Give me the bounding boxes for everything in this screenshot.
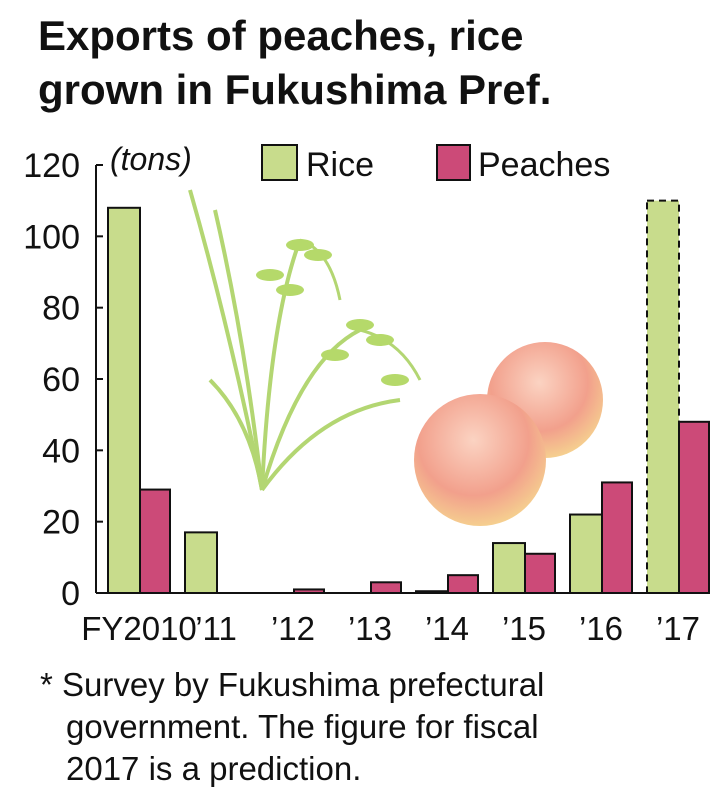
legend-label: Rice [306,146,374,184]
bar [569,513,603,594]
x-tick-label: ’11 [195,610,237,647]
rice-grains [256,239,409,386]
x-tick-label: FY2010 [81,610,197,647]
y-tick-label: 100 [23,218,80,256]
bar [184,531,218,594]
x-tick-label: ’17 [656,610,700,647]
note: * Survey by Fukushima prefectural [40,666,544,703]
bar [678,420,710,594]
y-tick-label: 120 [23,147,80,185]
bar [492,542,526,594]
x-tick-label: ’15 [502,610,546,647]
bar [139,488,171,595]
bar [447,574,479,595]
x-tick-label: ’13 [348,610,392,647]
x-tick-label: ’12 [271,610,315,647]
legend-swatch [261,144,298,181]
rice-illustration [188,189,422,492]
bar [524,552,556,594]
y-tick-label: 40 [42,432,80,470]
unit-label: (tons) [110,141,192,177]
x-tick-label: ’14 [425,610,469,647]
y-tick-label: 60 [42,361,80,399]
x-tick-label: ’16 [579,610,623,647]
y-tick-label: 80 [42,290,80,328]
y-tick-label: 0 [61,575,80,613]
bar [107,206,141,595]
legend-swatch [436,144,471,181]
note: government. The figure for fiscal [66,708,539,745]
note: 2017 is a prediction. [66,750,361,787]
bar [370,581,402,594]
bar [601,481,633,594]
y-tick-label: 20 [42,504,80,542]
legend-label: Peaches [478,146,610,184]
chart-title: grown in Fukushima Pref. [38,66,551,113]
bar [646,199,680,595]
peach-illustration [414,342,603,526]
chart-title: Exports of peaches, rice [38,12,524,59]
